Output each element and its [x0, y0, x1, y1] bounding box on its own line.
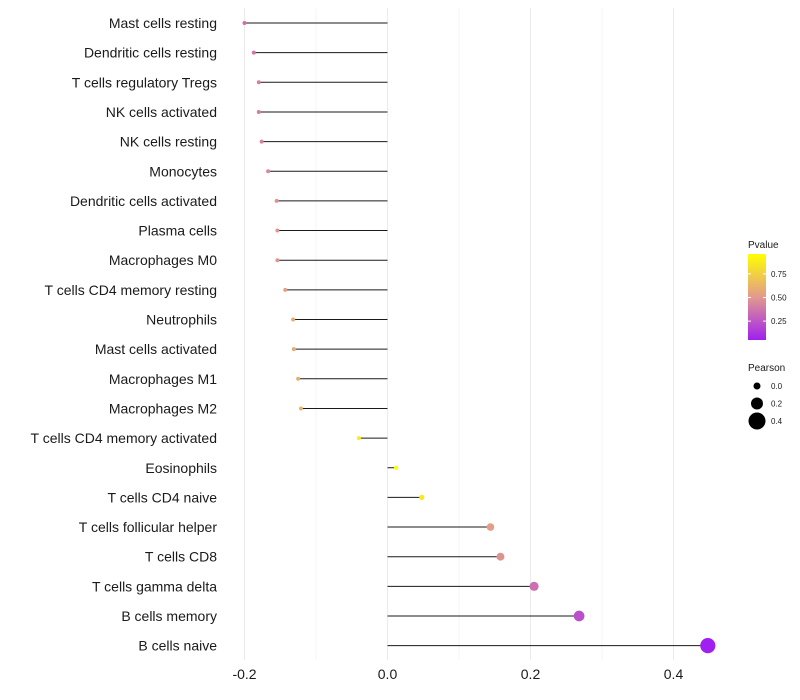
data-point: [356, 436, 361, 441]
data-point: [259, 139, 264, 144]
colorbar-tick-label: 0.25: [771, 317, 787, 326]
size-legend-dot: [751, 397, 763, 410]
colorbar-tick-label: 0.75: [771, 270, 787, 279]
category-label: Neutrophils: [146, 312, 217, 328]
data-point: [251, 50, 256, 55]
category-label: T cells gamma delta: [92, 578, 217, 594]
category-label: Mast cells activated: [95, 341, 217, 357]
x-tick-label: 0.0: [378, 666, 398, 682]
x-axis-ticks: -0.2 0.0 0.2 0.4: [232, 666, 683, 682]
size-legend-label: 0.0: [771, 382, 783, 391]
category-label: T cells CD4 naive: [108, 489, 218, 505]
data-point: [291, 347, 296, 352]
category-label: T cells regulatory Tregs: [72, 74, 217, 90]
category-label: T cells follicular helper: [79, 519, 218, 535]
point-layer: [242, 21, 716, 654]
stem-layer: [244, 22, 708, 647]
data-point: [275, 258, 280, 263]
data-point: [275, 228, 280, 233]
category-label: Macrophages M2: [109, 400, 217, 416]
size-legend-dot: [748, 412, 766, 430]
category-label: Mast cells resting: [109, 15, 217, 31]
category-label: Macrophages M0: [109, 252, 217, 268]
category-labels: Mast cells resting Dendritic cells restin…: [31, 15, 218, 654]
size-legend-label: 0.2: [771, 400, 783, 409]
pvalue-colorbar: [748, 254, 766, 340]
data-point: [283, 287, 288, 292]
category-label: Plasma cells: [138, 223, 217, 239]
category-label: NK cells activated: [106, 104, 217, 120]
data-point: [419, 494, 425, 500]
data-point: [298, 406, 303, 411]
pearson-legend: Pearson 0.0 0.2 0.4: [748, 363, 785, 430]
data-point: [256, 109, 261, 114]
data-point: [393, 465, 399, 470]
data-point: [529, 581, 539, 591]
x-tick-label: 0.4: [664, 666, 684, 682]
data-point: [486, 523, 495, 531]
category-label: T cells CD4 memory activated: [31, 430, 217, 446]
x-tick-label: -0.2: [232, 666, 256, 682]
x-tick-label: 0.2: [521, 666, 541, 682]
category-label: B cells memory: [121, 608, 217, 624]
size-legend-label: 0.4: [771, 417, 783, 426]
pearson-legend-title: Pearson: [748, 363, 785, 374]
data-point: [256, 80, 261, 85]
category-label: Dendritic cells activated: [70, 193, 217, 209]
data-point: [496, 552, 505, 561]
category-label: B cells naive: [138, 638, 217, 654]
data-point: [266, 169, 271, 174]
category-label: Dendritic cells resting: [84, 45, 217, 61]
category-label: Monocytes: [149, 163, 217, 179]
category-label: NK cells resting: [120, 134, 217, 150]
data-point: [291, 317, 296, 322]
category-label: Macrophages M1: [109, 371, 217, 387]
pvalue-legend-ticks: 0.75 0.50 0.25: [748, 270, 787, 326]
data-point: [242, 21, 247, 25]
category-label: Eosinophils: [145, 460, 217, 476]
pvalue-legend-title: Pvalue: [748, 240, 779, 251]
size-legend-dot: [753, 382, 761, 390]
category-label: T cells CD4 memory resting: [45, 282, 217, 298]
data-point: [573, 610, 585, 622]
grid-layer: [244, 8, 674, 660]
category-label: T cells CD8: [145, 549, 217, 565]
pearson-legend-entries: 0.0 0.2 0.4: [748, 382, 783, 430]
data-point: [274, 198, 279, 203]
data-point: [700, 638, 716, 654]
pvalue-legend: Pvalue 0.75 0.50 0.25: [748, 240, 787, 340]
data-point: [296, 376, 301, 381]
colorbar-tick-label: 0.50: [771, 293, 787, 302]
